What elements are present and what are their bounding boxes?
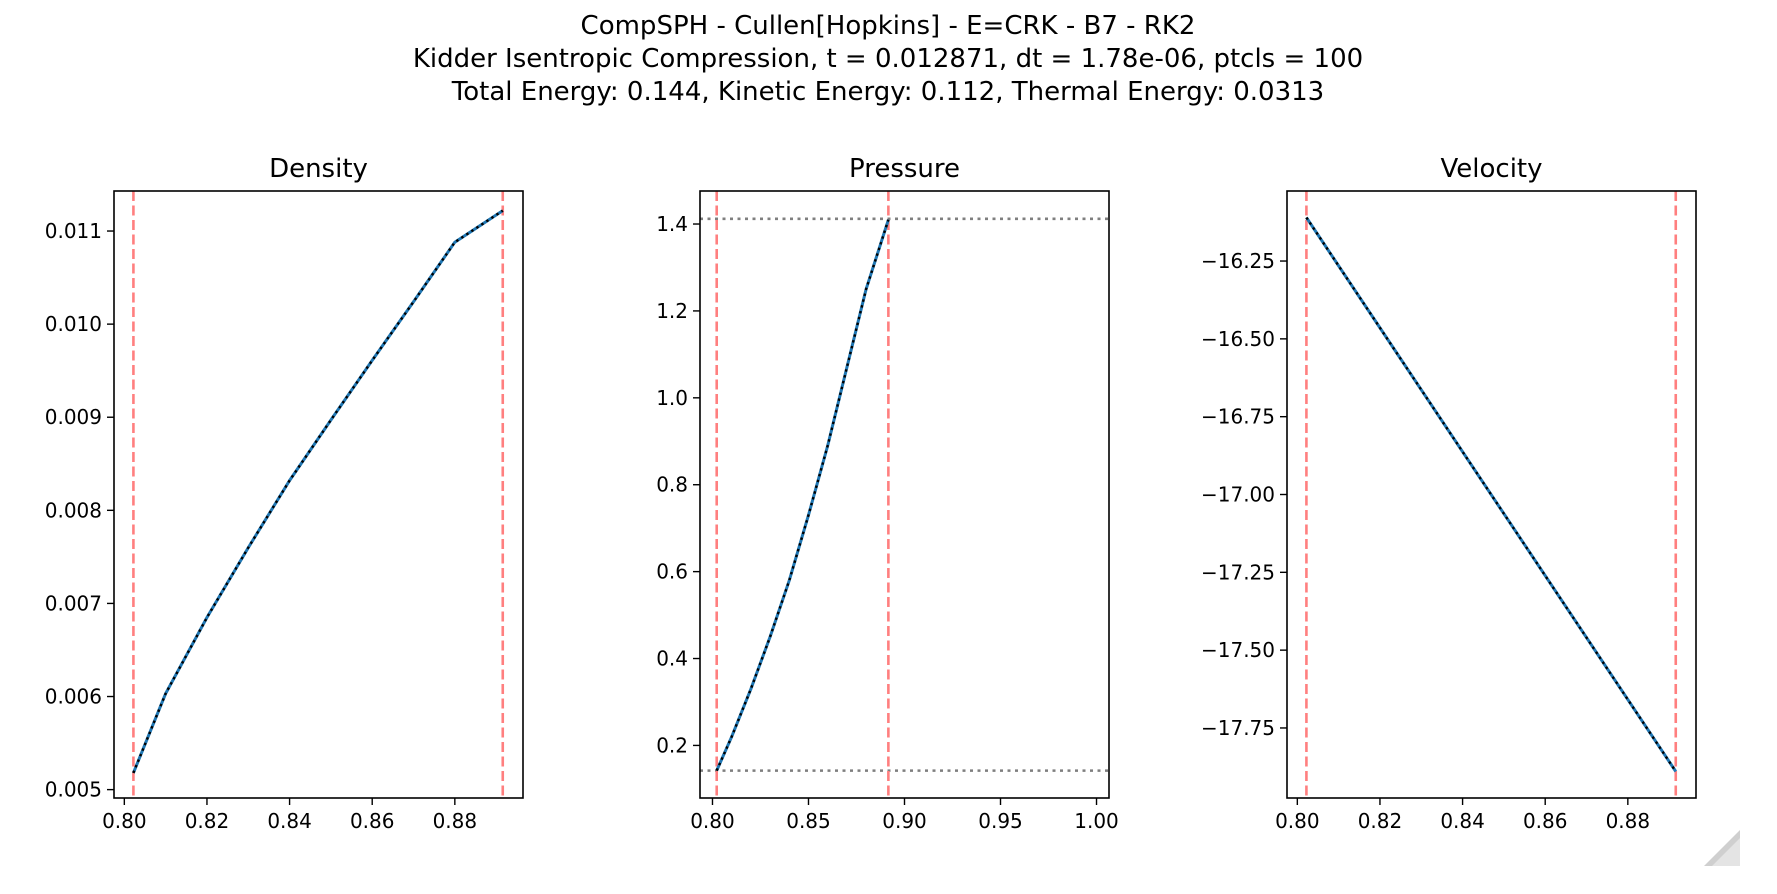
- density-xtick-label-4: 0.88: [433, 809, 478, 833]
- density-series-analytic: [132, 209, 504, 774]
- pressure-xtick-label-4: 1.00: [1074, 809, 1119, 833]
- velocity-ytick-label-6: −17.75: [1201, 716, 1275, 740]
- velocity-xtick-label-3: 0.86: [1523, 809, 1568, 833]
- density-series-simulation: [132, 209, 504, 774]
- figure-title-line-3: Total Energy: 0.144, Kinetic Energy: 0.1…: [451, 77, 1324, 107]
- pressure-xtick-label-3: 0.95: [978, 809, 1023, 833]
- pressure-ytick-label-0: 0.2: [656, 733, 688, 757]
- velocity-ytick-label-1: −16.50: [1201, 327, 1275, 351]
- velocity-series-simulation: [1305, 216, 1678, 773]
- density-xtick-label-3: 0.86: [350, 809, 395, 833]
- pressure-series-simulation: [715, 219, 890, 772]
- velocity-plot-area: [1305, 191, 1678, 798]
- velocity-ytick-label-3: −17.00: [1201, 483, 1275, 507]
- velocity-ytick-label-0: −16.25: [1201, 249, 1275, 273]
- velocity-xtick-label-4: 0.88: [1606, 809, 1651, 833]
- density-title: Density: [269, 154, 368, 184]
- pressure-panel: Pressure 0.80 0.85 0.90 0.95 1.00 0.2 0.4 0.6 0.8…: [656, 154, 1119, 833]
- velocity-ytick-label-2: −16.75: [1201, 405, 1275, 429]
- velocity-xtick-label-0: 0.80: [1275, 809, 1320, 833]
- velocity-title: Velocity: [1441, 154, 1543, 184]
- density-xtick-label-0: 0.80: [102, 809, 147, 833]
- density-ytick-label-1: 0.006: [45, 685, 102, 709]
- density-ytick-label-2: 0.007: [45, 591, 102, 615]
- velocity-panel: Velocity 0.80 0.82 0.84 0.86 0.88 −16.25 −16.50…: [1201, 154, 1697, 833]
- resize-grip-icon[interactable]: [1704, 830, 1740, 866]
- pressure-plot-area: [700, 191, 1109, 798]
- pressure-ytick-label-5: 1.2: [656, 299, 688, 323]
- density-ytick-label-4: 0.009: [45, 405, 102, 429]
- density-ytick-label-6: 0.011: [45, 219, 102, 243]
- density-panel: Density 0.80 0.82 0.84 0.86 0.88 0.005 0.006 0.0…: [45, 154, 524, 833]
- density-axes-frame: [113, 190, 524, 799]
- velocity-xtick-label-2: 0.84: [1440, 809, 1485, 833]
- pressure-ytick-label-3: 0.8: [656, 473, 688, 497]
- pressure-ytick-label-2: 0.6: [656, 560, 688, 584]
- density-ytick-label-5: 0.010: [45, 312, 102, 336]
- pressure-xtick-label-2: 0.90: [882, 809, 927, 833]
- density-plot-area: [132, 191, 505, 798]
- velocity-xtick-label-1: 0.82: [1358, 809, 1403, 833]
- pressure-ytick-label-6: 1.4: [656, 212, 688, 236]
- pressure-title: Pressure: [849, 154, 960, 184]
- pressure-xtick-label-1: 0.85: [786, 809, 831, 833]
- pressure-axes-frame: [699, 190, 1110, 799]
- velocity-ytick-label-4: −17.25: [1201, 560, 1275, 584]
- pressure-ytick-label-4: 1.0: [656, 386, 688, 410]
- density-ytick-label-3: 0.008: [45, 498, 102, 522]
- figure-title-line-1: CompSPH - Cullen[Hopkins] - E=CRK - B7 -…: [581, 11, 1196, 41]
- figure-title-line-2: Kidder Isentropic Compression, t = 0.012…: [413, 44, 1363, 74]
- density-xtick-label-2: 0.84: [267, 809, 312, 833]
- pressure-xtick-label-0: 0.80: [690, 809, 735, 833]
- density-xtick-label-1: 0.82: [185, 809, 230, 833]
- density-ytick-label-0: 0.005: [45, 778, 102, 802]
- velocity-ytick-label-5: −17.50: [1201, 638, 1275, 662]
- pressure-ytick-label-1: 0.4: [656, 647, 688, 671]
